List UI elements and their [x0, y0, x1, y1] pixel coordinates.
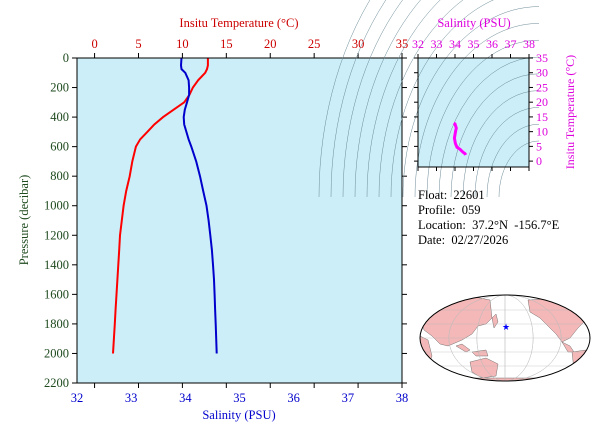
ts-curve	[452, 121, 468, 156]
profile-panel: 0 5 10 15 20 25 30 35 32 33 34 35 36 37 38 0 200 400 600 80…	[17, 16, 408, 422]
pressure-tick-label: 1000	[44, 199, 69, 213]
pressure-tick-label: 200	[50, 81, 69, 95]
ts-x-tick-label: 35	[468, 37, 480, 51]
temp-tick-label: 20	[264, 37, 277, 51]
temp-tick-label: 10	[176, 37, 189, 51]
pressure-tick-label: 1200	[44, 228, 69, 242]
pressure-tick-label: 2000	[44, 346, 69, 360]
land-indonesia	[455, 343, 489, 357]
isopycnal-contour	[330, 0, 387, 198]
salinity-tick-label: 37	[342, 391, 355, 405]
isopycnal-contour	[402, 6, 540, 198]
ts-y-tick-label: 30	[536, 66, 548, 80]
ts-y-tick-label: 5	[536, 139, 542, 153]
pressure-tick-label: 600	[50, 140, 69, 154]
pressure-tick-label: 1800	[44, 317, 69, 331]
isopycnal-contour	[390, 0, 494, 198]
ts-y-tick-label: 25	[536, 80, 548, 94]
isopycnal-contour	[342, 0, 403, 198]
float-id: Float: 22601	[418, 188, 485, 202]
profile-plot-background	[77, 58, 402, 383]
salinity-tick-label: 33	[125, 391, 138, 405]
isopycnal-contour	[366, 0, 441, 198]
pressure-tick-label: 0	[63, 51, 69, 65]
temperature-profile-line	[112, 58, 209, 354]
land-south-america	[571, 349, 590, 381]
salinity-profile-line	[179, 57, 218, 354]
ts-x-tick-label: 38	[523, 37, 535, 51]
ts-y-tick-label: 0	[536, 154, 542, 168]
ts-x-tick-label: 34	[449, 37, 461, 51]
map-outline	[419, 294, 591, 382]
land-australia	[469, 357, 499, 379]
ts-x-tick-label: 32	[412, 37, 424, 51]
top-axis-label: Insitu Temperature (°C)	[179, 16, 298, 30]
isopycnal-contour	[426, 39, 540, 198]
land-japan	[491, 313, 499, 329]
salinity-tick-label: 36	[287, 391, 300, 405]
isopycnal-contour	[318, 0, 371, 198]
pressure-tick-label: 800	[50, 169, 69, 183]
salinity-tick-label: 38	[396, 391, 409, 405]
ts-plot-background	[418, 58, 529, 167]
salinity-tick-label: 35	[233, 391, 246, 405]
float-location-star-icon: ★	[502, 322, 510, 332]
ts-y-tick-label: 10	[536, 125, 548, 139]
profile-date: Date: 02/27/2026	[418, 233, 509, 247]
float-info-block: Float: 22601 Profile: 059 Location: 37.2…	[418, 188, 559, 248]
isopycnal-contour	[462, 90, 540, 198]
isopycnal-contour	[474, 107, 540, 198]
pressure-tick-label: 2200	[44, 376, 69, 390]
pressure-tick-label: 1600	[44, 287, 69, 301]
isopycnal-contour	[450, 73, 540, 198]
isopycnal-contour	[354, 0, 421, 198]
ts-y-tick-label: 15	[536, 110, 548, 124]
isopycnal-contour	[498, 140, 540, 198]
temp-tick-label: 30	[352, 37, 365, 51]
ts-y-tick-label: 35	[536, 51, 548, 65]
profile-number: Profile: 059	[418, 203, 481, 217]
pressure-tick-label: 400	[50, 110, 69, 124]
ts-x-tick-label: 33	[431, 37, 443, 51]
pressure-tick-label: 1400	[44, 258, 69, 272]
salinity-tick-label: 34	[179, 391, 192, 405]
profile-plot-frame	[76, 57, 403, 384]
float-location: Location: 37.2°N -156.7°E	[418, 218, 560, 232]
salinity-tick-label: 32	[71, 391, 84, 405]
temp-tick-label: 35	[396, 37, 409, 51]
temp-tick-label: 5	[135, 37, 141, 51]
temp-tick-label: 15	[220, 37, 233, 51]
land-antarctica	[429, 377, 590, 381]
map-meridian	[448, 295, 562, 381]
ts-x-tick-label: 37	[505, 37, 517, 51]
ts-y-axis-label: Insitu Temperature (°C)	[563, 55, 577, 169]
ts-y-tick-label: 20	[536, 95, 548, 109]
bottom-axis-label: Salinity (PSU)	[202, 408, 275, 422]
world-map: ★	[419, 294, 591, 382]
pressure-axis-label: Pressure (decibar)	[17, 175, 31, 266]
ts-x-tick-label: 36	[486, 37, 498, 51]
isopycnal-contour	[378, 0, 464, 198]
temp-tick-label: 0	[91, 37, 97, 51]
map-meridian	[476, 295, 534, 381]
temp-tick-label: 25	[308, 37, 321, 51]
ts-x-axis-label: Salinity (PSU)	[437, 16, 510, 30]
